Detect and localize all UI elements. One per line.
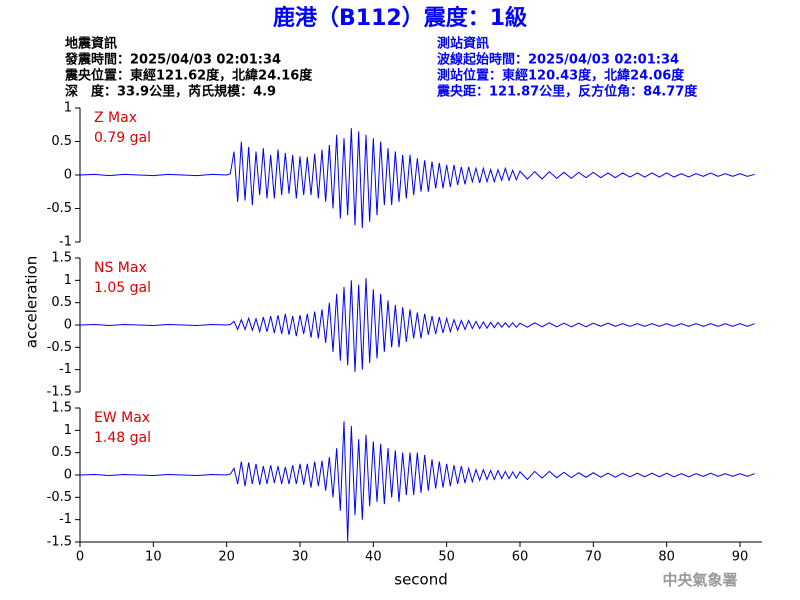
info-right: 波線起始時間：2025/04/03 02:01:34: [437, 52, 679, 68]
y-tick-label: 1: [64, 273, 72, 288]
x-tick-label: 80: [658, 550, 675, 565]
panel-max: 1.05 gal: [94, 280, 151, 296]
waveform: [79, 278, 755, 372]
x-tick-label: 0: [76, 550, 84, 565]
y-tick-label: 1.5: [51, 251, 72, 266]
title: 鹿港（B112）震度：1級: [273, 5, 527, 31]
x-tick-label: 10: [145, 550, 162, 565]
y-tick-label: 0: [64, 168, 72, 183]
waveform: [79, 421, 755, 542]
info-left: 深 度：33.9公里，芮氏規模：4.9: [65, 84, 276, 100]
y-tick-label: 0.5: [51, 134, 72, 149]
y-tick-label: -0.5: [47, 201, 72, 216]
y-tick-label: 0: [64, 318, 72, 333]
y-tick-label: -1: [59, 362, 72, 377]
x-tick-label: 60: [512, 550, 529, 565]
info-left: 震央位置：東經121.62度，北緯24.16度: [64, 68, 313, 84]
x-tick-label: 30: [292, 550, 309, 565]
info-right: 測站位置：東經120.43度，北緯24.06度: [437, 68, 685, 84]
y-tick-label: -1.5: [47, 385, 72, 400]
x-tick-label: 40: [365, 550, 382, 565]
info-left: 發震時間：2025/04/03 02:01:34: [64, 52, 281, 68]
info-right: 震央距：121.87公里，反方位角：84.77度: [436, 84, 698, 100]
x-tick-label: 90: [732, 550, 749, 565]
info-right: 測站資訊: [437, 36, 489, 52]
waveform: [79, 128, 755, 228]
x-axis-label: second: [394, 571, 448, 589]
panel-label: Z Max: [94, 110, 137, 126]
y-tick-label: 1: [64, 101, 72, 116]
x-tick-label: 50: [438, 550, 455, 565]
y-tick-label: -1.5: [47, 535, 72, 550]
y-tick-label: -0.5: [47, 490, 72, 505]
y-tick-label: 1.5: [51, 401, 72, 416]
panel-max: 0.79 gal: [94, 130, 151, 146]
y-tick-label: 1: [64, 423, 72, 438]
y-tick-label: -1: [59, 235, 72, 250]
panel-label: EW Max: [94, 410, 150, 426]
agency: 中央氣象署: [662, 571, 737, 589]
x-tick-label: 20: [218, 550, 235, 565]
y-tick-label: 0.5: [51, 445, 72, 460]
panel-label: NS Max: [94, 260, 147, 276]
x-tick-label: 70: [585, 550, 602, 565]
y-tick-label: 0.5: [51, 295, 72, 310]
y-tick-label: -0.5: [47, 340, 72, 355]
info-left: 地震資訊: [65, 36, 117, 52]
y-tick-label: 0: [64, 468, 72, 483]
y-axis-label: acceleration: [23, 256, 41, 348]
y-tick-label: -1: [59, 512, 72, 527]
panel-max: 1.48 gal: [94, 430, 151, 446]
